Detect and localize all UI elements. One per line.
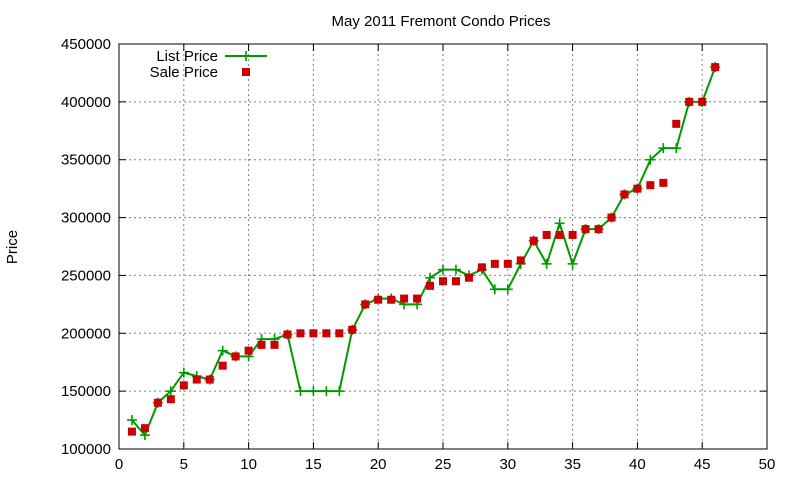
y-axis-label: Price: [4, 230, 21, 264]
sale-price-point: [646, 181, 655, 190]
legend-label-list-price: List Price: [156, 48, 218, 65]
sale-price-point: [309, 329, 318, 338]
sale-price-point: [270, 340, 279, 349]
y-tick-label: 350000: [61, 152, 111, 169]
list-price-point: [489, 284, 500, 295]
series-layer: [126, 62, 721, 441]
sale-price-point: [218, 361, 227, 370]
list-price-point: [178, 367, 189, 378]
sale-price-point: [361, 300, 370, 309]
list-price-point: [308, 386, 319, 397]
sale-price-point: [568, 230, 577, 239]
sale-price-point: [516, 256, 525, 265]
list-price-point: [165, 386, 176, 397]
sale-price-point: [283, 330, 292, 339]
list-price-point: [541, 258, 552, 269]
chart-title: May 2011 Fremont Condo Prices: [332, 13, 551, 30]
sale-price-point: [451, 277, 460, 286]
y-tick-label: 200000: [61, 325, 111, 342]
sale-price-point: [633, 184, 642, 193]
sale-price-point: [464, 273, 473, 282]
x-tick-label: 25: [435, 456, 452, 473]
y-tick-label: 400000: [61, 94, 111, 111]
sale-price-point: [594, 225, 603, 234]
sale-price-point: [140, 424, 149, 433]
sale-price-point: [322, 329, 331, 338]
list-price-point: [645, 154, 656, 165]
x-tick-label: 35: [564, 456, 581, 473]
sale-price-point: [387, 295, 396, 304]
plot-frame: [118, 43, 768, 450]
legend-label-sale-price: Sale Price: [150, 64, 218, 81]
sale-price-point: [374, 295, 383, 304]
sale-price-point: [296, 329, 305, 338]
sale-price-point: [672, 119, 681, 128]
sale-price-point: [490, 259, 499, 268]
list-price-point: [567, 258, 578, 269]
grid-lines: [119, 44, 767, 449]
x-tick-label: 30: [499, 456, 516, 473]
list-price-point: [295, 386, 306, 397]
y-tick-label: 150000: [61, 383, 111, 400]
x-tick-label: 15: [305, 456, 322, 473]
legend-marker-sale-price: [242, 68, 250, 76]
list-price-point: [126, 415, 137, 426]
sale-price-point: [711, 63, 720, 72]
sale-price-point: [348, 325, 357, 334]
list-price-point: [671, 143, 682, 154]
list-price-line: [131, 66, 717, 438]
sale-price-point: [257, 340, 266, 349]
sale-price-point: [607, 213, 616, 222]
legend-marker-list-price: [241, 51, 251, 61]
list-price-point: [334, 386, 345, 397]
sale-price-point: [127, 427, 136, 436]
sale-price-point: [426, 281, 435, 290]
list-price-point: [438, 264, 448, 275]
list-price-point: [450, 264, 461, 275]
x-tick-label: 45: [694, 456, 711, 473]
sale-price-point: [620, 190, 629, 199]
sale-price-point: [555, 230, 564, 239]
sale-price-point: [542, 230, 551, 239]
sale-price-point: [698, 97, 707, 106]
sale-price-point: [335, 329, 344, 338]
list-price-point: [502, 284, 513, 295]
sale-price-point: [685, 97, 694, 106]
list-price-point: [321, 386, 332, 397]
sale-price-point: [192, 375, 201, 384]
sale-price-point: [205, 375, 214, 384]
sale-price-point: [503, 259, 512, 268]
sale-price-point: [179, 381, 188, 390]
x-tick-label: 0: [115, 456, 123, 473]
list-price-point: [217, 345, 228, 356]
sale-price-point: [529, 236, 538, 245]
y-tick-label: 300000: [61, 210, 111, 227]
sale-price-point: [439, 277, 447, 286]
sale-price-point: [166, 395, 175, 404]
sale-price-point: [659, 178, 668, 187]
x-tick-label: 20: [370, 456, 387, 473]
axis-ticks: 0 5 10 15 20 25 30 35 40 45 50 100000 150000 200000 25…: [61, 36, 775, 473]
sale-price-point: [400, 294, 409, 303]
y-tick-label: 450000: [61, 36, 111, 53]
x-tick-label: 10: [240, 456, 257, 473]
sale-price-point: [581, 225, 590, 234]
sale-price-point: [231, 352, 240, 361]
sale-price-point: [244, 346, 253, 355]
x-tick-label: 5: [180, 456, 188, 473]
y-tick-label: 100000: [61, 441, 111, 458]
x-tick-label: 40: [629, 456, 646, 473]
list-price-point: [658, 143, 669, 154]
list-price-point: [425, 272, 436, 283]
x-tick-label: 50: [759, 456, 776, 473]
sale-price-point: [153, 398, 162, 407]
list-price-point: [554, 218, 565, 229]
y-tick-label: 250000: [61, 267, 111, 284]
sale-price-point: [477, 263, 486, 272]
sale-price-point: [413, 294, 422, 303]
